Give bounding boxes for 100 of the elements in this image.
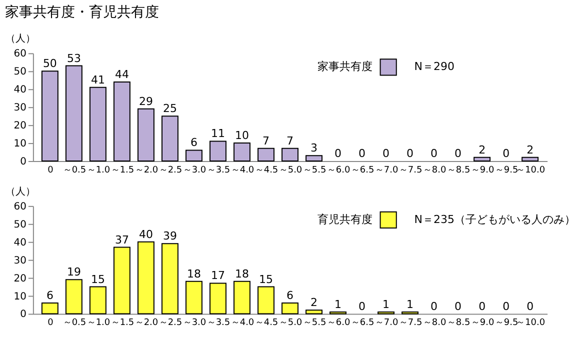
y-tick-label: 60 (14, 201, 26, 212)
data-label: 7 (286, 134, 294, 148)
x-tick-label: ～2.5 (158, 318, 182, 328)
bar (65, 65, 82, 162)
data-label: 1 (382, 298, 390, 311)
data-label: 0 (358, 147, 366, 160)
x-tick-label: ～2.0 (134, 165, 158, 176)
data-label: 6 (46, 288, 54, 302)
x-tick-label: ～9.0 (470, 165, 494, 176)
data-label: 6 (190, 136, 198, 150)
data-label: 1 (334, 298, 342, 311)
bar (306, 310, 322, 314)
bar (258, 148, 274, 162)
y-tick-label: 40 (14, 84, 26, 96)
data-label: 18 (186, 267, 201, 280)
x-tick-label: ～10.0 (516, 318, 546, 328)
x-tick-label: ～3.5 (206, 165, 230, 176)
bar (137, 241, 154, 314)
x-tick-label: ～5.5 (302, 318, 326, 328)
data-label: 0 (430, 147, 438, 160)
data-label: 25 (162, 102, 177, 116)
data-label: 39 (162, 230, 177, 243)
data-label: 0 (382, 147, 390, 160)
data-label: 0 (502, 300, 510, 313)
x-tick-label: ～6.5 (350, 318, 374, 328)
data-label: 18 (235, 267, 249, 280)
y-tick-label: 0 (20, 309, 26, 320)
x-tick-label: ～4.5 (254, 165, 278, 176)
data-label: 3 (310, 142, 318, 155)
x-tick-label: ～9.5 (494, 318, 518, 328)
bar (474, 156, 491, 162)
x-tick-label: ～3.5 (206, 318, 230, 328)
bar (161, 243, 178, 314)
bar (113, 81, 130, 162)
bar (185, 280, 202, 314)
data-label: 29 (138, 94, 153, 108)
data-label: 11 (211, 127, 225, 140)
data-label: 19 (66, 266, 81, 279)
bar (209, 140, 226, 162)
bar (258, 286, 274, 314)
bar (185, 150, 202, 162)
x-tick-label: ～1.0 (86, 165, 110, 176)
x-tick-label: ～7.0 (374, 165, 398, 176)
bar (522, 156, 539, 162)
x-tick-label: ～0.5 (62, 318, 86, 328)
data-label: 0 (502, 147, 510, 160)
x-tick-label: ～6.0 (326, 165, 350, 176)
x-tick-label: ～6.5 (350, 165, 374, 176)
y-tick-label: 20 (14, 273, 26, 284)
legend-label: 家事共有度 (317, 60, 372, 74)
bar (89, 286, 106, 314)
data-label: 37 (114, 233, 129, 246)
x-tick-label: ～5.5 (302, 165, 326, 176)
bar (113, 246, 130, 314)
bar (41, 70, 58, 162)
y-axis-title: （人） (5, 34, 36, 45)
x-tick-label: ～1.5 (110, 318, 134, 328)
x-tick-label: ～1.5 (110, 165, 134, 176)
bar (282, 302, 298, 314)
x-tick-label: ～8.5 (446, 165, 470, 176)
x-tick-label: ～5.0 (278, 165, 302, 176)
x-tick-label: 0 (48, 318, 54, 328)
y-tick-label: 40 (14, 237, 26, 248)
x-tick-label: ～1.0 (86, 318, 110, 328)
x-tick-label: ～8.0 (422, 165, 446, 176)
data-label: 17 (211, 269, 225, 282)
y-axis-title: （人） (5, 186, 36, 198)
y-tick-label: 0 (20, 156, 26, 168)
annotation: N＝235（子どもがいる人のみ） (414, 212, 576, 226)
x-tick-label: ～9.5 (494, 165, 518, 176)
bar (306, 155, 322, 162)
data-label: 50 (42, 57, 57, 70)
y-tick-label: 10 (14, 291, 26, 302)
data-label: 6 (286, 288, 294, 302)
data-label: 2 (310, 296, 318, 310)
bar (89, 86, 106, 162)
data-label: 2 (478, 143, 486, 156)
data-label: 40 (138, 228, 153, 241)
y-tick-label: 10 (14, 138, 26, 150)
bar (137, 108, 154, 162)
legend-label: 育児共有度 (317, 212, 372, 226)
data-label: 15 (259, 272, 273, 286)
data-label: 0 (526, 300, 534, 313)
x-tick-label: ～4.0 (230, 165, 254, 176)
x-tick-label: ～7.5 (398, 318, 422, 328)
x-tick-label: ～8.0 (422, 318, 446, 328)
data-label: 2 (526, 143, 534, 156)
x-tick-label: ～5.0 (278, 318, 302, 328)
x-tick-label: ～2.0 (134, 318, 158, 328)
bar (282, 148, 298, 162)
data-label: 0 (406, 147, 414, 160)
bar (161, 116, 178, 162)
bar (234, 280, 250, 314)
y-tick-label: 30 (14, 255, 26, 266)
y-tick-label: 50 (14, 66, 26, 78)
data-label: 0 (334, 147, 342, 160)
x-tick-label: ～6.0 (326, 318, 350, 328)
bar (65, 279, 82, 314)
x-tick-label: ～8.5 (446, 318, 470, 328)
x-tick-label: 0 (48, 165, 54, 176)
